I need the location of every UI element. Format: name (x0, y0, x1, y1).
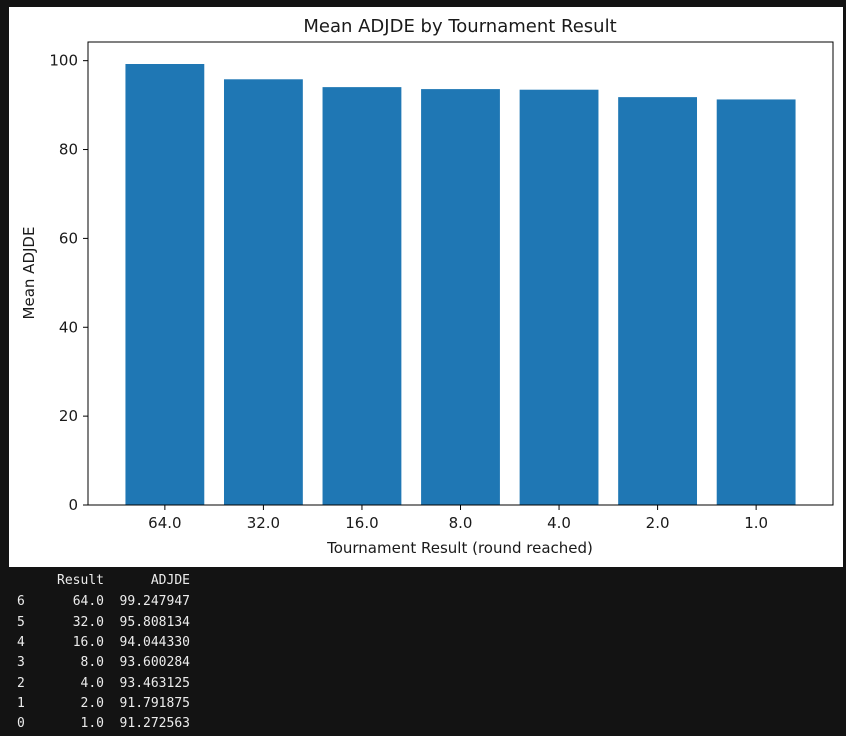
bar-64.0 (125, 64, 205, 505)
row-index: 4 (17, 635, 25, 650)
table-row: 3 8.0 93.600284 (0, 653, 300, 673)
row-adjde: 93.463125 (119, 676, 190, 691)
y-tick-label: 20 (59, 407, 78, 425)
y-tick-label: 0 (68, 496, 78, 514)
x-tick-label: 2.0 (646, 514, 670, 532)
row-result: 64.0 (72, 594, 104, 609)
bar-32.0 (223, 79, 303, 505)
table-row: 1 2.0 91.791875 (0, 694, 300, 714)
y-tick-label: 80 (59, 141, 78, 159)
dataframe-output: Result ADJDE 6 64.0 99.247947 5 32.0 95.… (0, 570, 846, 736)
bar-16.0 (322, 87, 402, 505)
column-header-result: Result (57, 573, 104, 588)
x-axis-label: Tournament Result (round reached) (326, 539, 593, 557)
x-tick-label: 16.0 (345, 514, 378, 532)
row-index: 6 (17, 594, 25, 609)
table-row: 5 32.0 95.808134 (0, 613, 300, 633)
row-adjde: 91.791875 (119, 696, 190, 711)
x-tick-label: 8.0 (449, 514, 473, 532)
column-header-adjde: ADJDE (150, 573, 190, 588)
chart-title: Mean ADJDE by Tournament Result (303, 16, 616, 37)
x-tick-label: 4.0 (547, 514, 571, 532)
y-axis-label: Mean ADJDE (20, 227, 38, 320)
table-row: 2 4.0 93.463125 (0, 674, 300, 694)
row-adjde: 95.808134 (119, 615, 190, 630)
bar-2.0 (618, 97, 698, 506)
row-index: 0 (17, 716, 25, 731)
row-index: 3 (17, 655, 25, 670)
table-row: 4 16.0 94.044330 (0, 633, 300, 653)
row-result: 16.0 (72, 635, 104, 650)
row-index: 1 (17, 696, 25, 711)
row-index: 2 (17, 676, 25, 691)
table-header-row: Result ADJDE (0, 571, 300, 591)
row-adjde: 94.044330 (119, 635, 190, 650)
row-adjde: 91.272563 (119, 716, 190, 731)
chart-figure: 0 20 40 60 80 100 64.0 32.0 16.0 8.0 4.0 2.0 1.0 Me… (9, 7, 843, 567)
y-tick-label: 100 (49, 52, 78, 70)
bar-8.0 (421, 89, 500, 506)
row-index: 5 (17, 615, 25, 630)
table-row: 6 64.0 99.247947 (0, 592, 300, 612)
bar-chart: 0 20 40 60 80 100 64.0 32.0 16.0 8.0 4.0 2.0 1.0 Me… (20, 16, 834, 557)
x-tick-label: 64.0 (148, 514, 181, 532)
x-tick-label: 1.0 (744, 514, 768, 532)
row-result: 32.0 (72, 615, 104, 630)
bar-4.0 (519, 89, 599, 505)
row-result: 8.0 (80, 655, 104, 670)
table-row: 0 1.0 91.272563 (0, 714, 300, 734)
y-tick-label: 40 (59, 318, 78, 336)
row-adjde: 93.600284 (119, 655, 190, 670)
row-result: 2.0 (80, 696, 104, 711)
row-result: 1.0 (80, 716, 104, 731)
x-tick-label: 32.0 (247, 514, 280, 532)
row-result: 4.0 (80, 676, 104, 691)
row-adjde: 99.247947 (119, 594, 190, 609)
bar-1.0 (716, 99, 796, 505)
y-tick-label: 60 (59, 229, 78, 247)
plot-frame (87, 41, 834, 506)
